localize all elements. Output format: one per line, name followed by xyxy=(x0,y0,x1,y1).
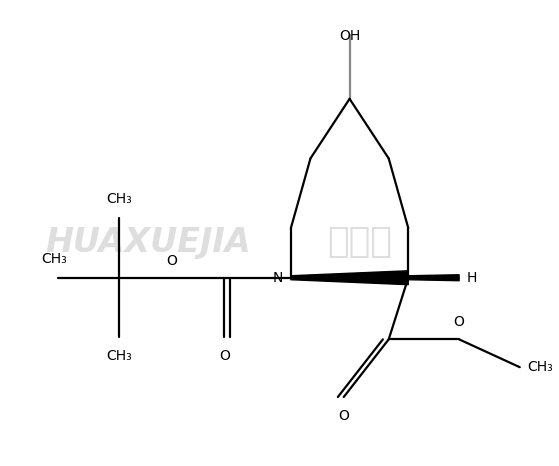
Text: O: O xyxy=(338,409,349,423)
Text: CH₃: CH₃ xyxy=(106,350,131,363)
Text: OH: OH xyxy=(339,29,360,43)
Text: CH₃: CH₃ xyxy=(41,252,67,266)
Text: CH₃: CH₃ xyxy=(106,192,131,206)
Text: H: H xyxy=(467,271,477,285)
Text: O: O xyxy=(454,315,465,329)
Polygon shape xyxy=(291,271,408,285)
Text: N: N xyxy=(273,271,283,285)
Text: O: O xyxy=(219,350,230,363)
Text: 化学加: 化学加 xyxy=(326,225,391,259)
Text: HUAXUEJIA: HUAXUEJIA xyxy=(45,226,251,259)
Polygon shape xyxy=(408,275,459,281)
Text: CH₃: CH₃ xyxy=(528,360,553,374)
Text: O: O xyxy=(166,254,177,268)
